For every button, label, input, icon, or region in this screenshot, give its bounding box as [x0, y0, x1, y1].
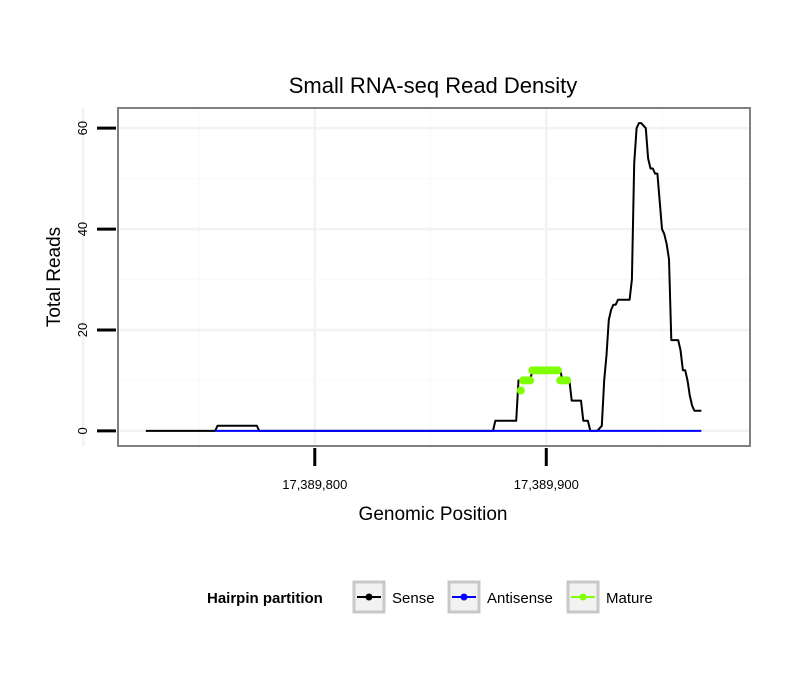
legend: Hairpin partition Sense Antisense Mature — [207, 580, 653, 614]
legend-label-sense: Sense — [392, 590, 435, 607]
x-tick-label: 17,389,900 — [514, 477, 579, 492]
legend-title: Hairpin partition — [207, 590, 323, 607]
legend-label-mature: Mature — [606, 590, 653, 607]
x-axis: 17,389,800 17,389,900 — [282, 448, 579, 492]
y-tick-label: 0 — [75, 427, 90, 434]
legend-key-point — [365, 593, 373, 601]
legend-item-sense: Sense — [352, 580, 435, 614]
y-axis-title: Total Reads — [44, 227, 65, 327]
mature-point — [553, 366, 562, 375]
y-axis: 0 20 40 60 — [75, 121, 116, 434]
x-axis-title: Genomic Position — [359, 504, 508, 525]
x-tick-label: 17,389,800 — [282, 477, 347, 492]
legend-item-antisense: Antisense — [447, 580, 553, 614]
legend-key-point — [460, 593, 468, 601]
y-tick-label: 20 — [75, 323, 90, 337]
chart-title: Small RNA-seq Read Density — [289, 73, 578, 98]
y-tick-label: 40 — [75, 222, 90, 236]
plot-panel — [118, 108, 750, 446]
mature-point — [516, 386, 525, 395]
mature-point — [526, 376, 535, 385]
legend-item-mature: Mature — [566, 580, 653, 614]
legend-key-point — [579, 593, 587, 601]
plot-border — [117, 107, 751, 447]
series-layer — [145, 122, 702, 432]
mature-point — [563, 376, 572, 385]
y-tick-label: 60 — [75, 121, 90, 135]
legend-label-antisense: Antisense — [487, 590, 553, 607]
